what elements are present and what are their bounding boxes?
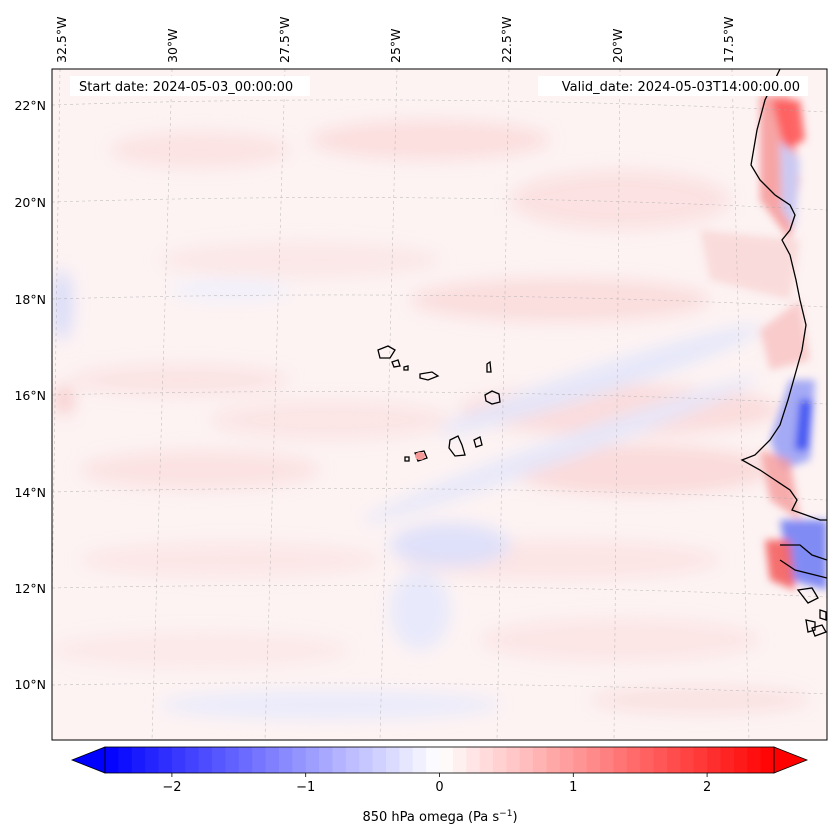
colorbar-step (613, 747, 628, 773)
colorbar-step (747, 747, 762, 773)
date-annotations: Start date: 2024-05-03_00:00:00 Valid_da… (70, 76, 808, 96)
colorbar-tick-label: 0 (435, 780, 443, 795)
colorbar-step (760, 747, 775, 773)
lat-label: 22°N (14, 98, 46, 113)
colorbar-tick-label: 2 (703, 780, 711, 795)
colorbar-step (278, 747, 293, 773)
colorbar-step (171, 747, 186, 773)
colorbar-step (506, 747, 521, 773)
colorbar-step (198, 747, 213, 773)
colorbar: −2 −1 0 1 2 850 hPa omega (Pa s−1) (70, 746, 809, 825)
colorbar-step (573, 747, 588, 773)
colorbar-step (493, 747, 507, 773)
colorbar-low-extend (70, 746, 106, 774)
graticule (52, 69, 827, 740)
coastline (740, 69, 827, 637)
colorbar-step (600, 747, 615, 773)
colorbar-step (586, 747, 601, 773)
colorbar-step (519, 747, 534, 773)
colorbar-step (666, 747, 681, 773)
colorbar-step (345, 747, 360, 773)
colorbar-step (466, 747, 481, 773)
colorbar-step (118, 747, 133, 773)
map-panel: Start date: 2024-05-03_00:00:00 Valid_da… (52, 69, 827, 740)
colorbar-step (707, 747, 722, 773)
longitude-labels: 32.5°W 30°W 27.5°W 25°W 22.5°W 20°W 17.5… (54, 17, 736, 63)
colorbar-step (212, 747, 227, 773)
cape-verde-islands (377, 345, 501, 462)
colorbar-step (533, 747, 548, 773)
lon-label: 32.5°W (54, 17, 69, 63)
colorbar-step (372, 747, 387, 773)
colorbar-label: 850 hPa omega (Pa s−1) (362, 809, 517, 825)
colorbar-step (319, 747, 334, 773)
colorbar-step (479, 747, 494, 773)
lat-label: 10°N (14, 677, 46, 692)
latitude-labels: 22°N 20°N 18°N 16°N 14°N 12°N 10°N (14, 98, 46, 692)
colorbar-step (385, 747, 400, 773)
lat-label: 20°N (14, 195, 46, 210)
colorbar-step (653, 747, 668, 773)
colorbar-step (693, 747, 708, 773)
colorbar-step (332, 747, 347, 773)
lat-label: 16°N (14, 388, 46, 403)
lat-label: 18°N (14, 292, 46, 307)
colorbar-step (452, 747, 467, 773)
colorbar-step (158, 747, 173, 773)
map-frame (51, 68, 828, 741)
lat-label: 12°N (14, 581, 46, 596)
colorbar-step (265, 747, 280, 773)
lat-label: 14°N (14, 485, 46, 500)
lon-label: 30°W (165, 28, 180, 63)
colorbar-step (145, 747, 160, 773)
lon-label: 17.5°W (721, 17, 736, 63)
colorbar-step (292, 747, 307, 773)
colorbar-step (359, 747, 374, 773)
lon-label: 22.5°W (499, 17, 514, 63)
lon-label: 27.5°W (277, 17, 292, 63)
lon-label: 25°W (388, 28, 403, 63)
lon-label: 20°W (610, 28, 625, 63)
colorbar-tick-label: −1 (296, 780, 315, 795)
colorbar-step (626, 747, 641, 773)
colorbar-step (305, 747, 320, 773)
omega-field (52, 95, 827, 719)
start-date-label: Start date: 2024-05-03_00:00:00 (79, 80, 293, 95)
colorbar-step (105, 747, 119, 773)
colorbar-step (426, 747, 441, 773)
colorbar-steps (105, 747, 775, 773)
valid-date-label: Valid_date: 2024-05-03T14:00:00.00 (562, 80, 800, 95)
colorbar-ticks: −2 −1 0 1 2 (162, 773, 711, 795)
colorbar-step (720, 747, 735, 773)
colorbar-step (252, 747, 267, 773)
colorbar-step (640, 747, 655, 773)
colorbar-tick-label: 1 (569, 780, 577, 795)
colorbar-step (546, 747, 561, 773)
colorbar-high-extend (773, 746, 809, 774)
colorbar-step (412, 747, 427, 773)
colorbar-step (733, 747, 748, 773)
colorbar-step (559, 747, 574, 773)
colorbar-step (225, 747, 240, 773)
colorbar-step (238, 747, 253, 773)
colorbar-tick-label: −2 (162, 780, 181, 795)
colorbar-step (680, 747, 695, 773)
colorbar-step (185, 747, 200, 773)
colorbar-step (439, 747, 454, 773)
colorbar-step (131, 747, 146, 773)
colorbar-step (399, 747, 414, 773)
